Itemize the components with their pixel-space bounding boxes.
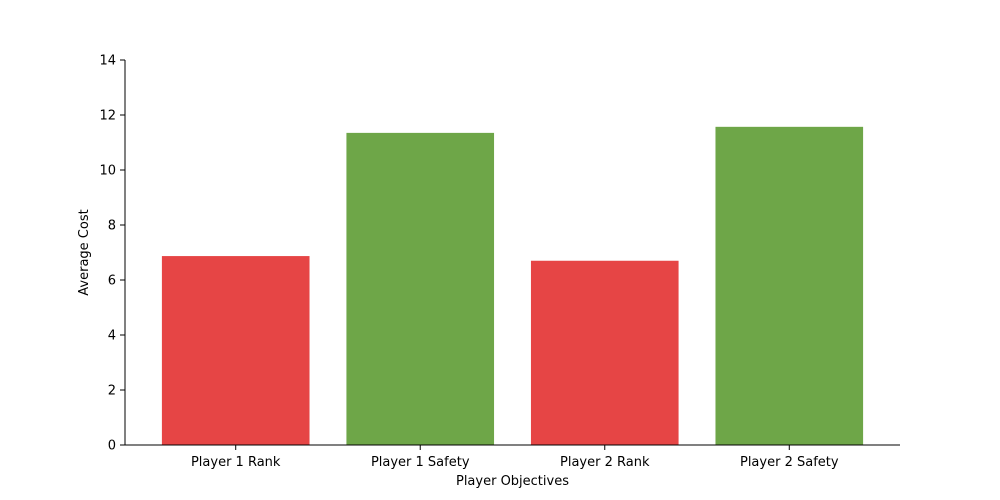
bar-player-2-rank xyxy=(530,260,679,445)
y-tick-label: 10 xyxy=(99,164,116,179)
y-axis-ticks: 0 2 4 6 8 10 12 14 xyxy=(99,54,125,454)
x-axis-ticks: Player 1 Rank Player 1 Safety Player 2 Ran… xyxy=(191,445,839,470)
y-axis-label: Average Cost xyxy=(77,209,92,295)
bars-group xyxy=(161,126,864,445)
bar-player-2-safety xyxy=(715,126,864,445)
x-tick-label: Player 2 Safety xyxy=(740,455,839,470)
y-tick-label: 4 xyxy=(108,329,116,344)
x-tick-label: Player 2 Rank xyxy=(560,455,650,470)
y-tick-label: 2 xyxy=(108,384,116,399)
y-tick-label: 12 xyxy=(99,109,116,124)
y-tick-label: 0 xyxy=(108,439,116,454)
bar-player-1-rank xyxy=(161,256,310,445)
y-tick-label: 6 xyxy=(108,274,116,289)
x-tick-label: Player 1 Safety xyxy=(371,455,470,470)
x-axis-label: Player Objectives xyxy=(456,474,569,489)
y-tick-label: 14 xyxy=(99,54,116,69)
bar-player-1-safety xyxy=(346,132,495,445)
x-tick-label: Player 1 Rank xyxy=(191,455,281,470)
y-tick-label: 8 xyxy=(108,219,116,234)
